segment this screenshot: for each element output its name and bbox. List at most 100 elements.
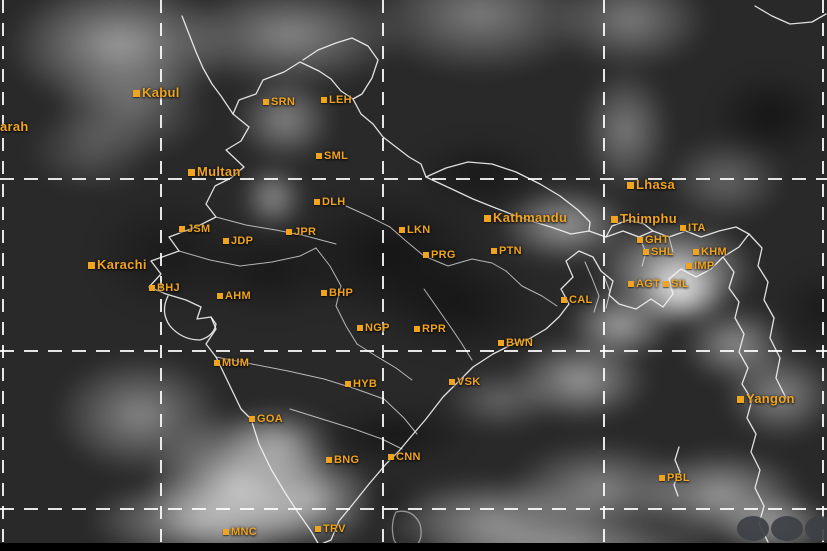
city-marker-icon [249, 416, 255, 422]
city-label-text: ITA [688, 222, 706, 234]
city-marker-icon [217, 293, 223, 299]
clear-sky-patch [250, 160, 530, 350]
city-label-text: GHT [645, 234, 670, 246]
dark-oval-marker [805, 516, 827, 541]
gridline-vertical [603, 0, 605, 551]
city-marker-icon [133, 90, 140, 97]
gridline-vertical [2, 0, 4, 551]
city-marker-icon [693, 249, 699, 255]
city-label-text: PBL [667, 472, 690, 484]
dark-oval-marker [737, 516, 769, 541]
gridline-vertical [382, 0, 384, 551]
city-marker-icon [628, 281, 634, 287]
city-label-text: DLH [322, 196, 346, 208]
city-marker-icon [188, 169, 195, 176]
city-marker-icon [484, 215, 491, 222]
city-label-vsk: VSK [449, 376, 481, 388]
city-marker-icon [399, 227, 405, 233]
city-label-karachi: Karachi [88, 257, 147, 272]
city-marker-icon [423, 252, 429, 258]
city-label-text: AHM [225, 290, 251, 302]
city-label-cnn: CNN [388, 451, 421, 463]
city-label-text: arah [0, 119, 29, 134]
city-marker-icon [659, 475, 665, 481]
city-label-text: AGT [636, 278, 661, 290]
city-label-sil: SIL [663, 278, 689, 290]
city-label-bwn: BWN [498, 337, 533, 349]
city-label-text: TRV [323, 523, 346, 535]
city-label-ahm: AHM [217, 290, 251, 302]
state-border [423, 288, 473, 361]
bhutan-border [605, 219, 654, 238]
city-label-ptn: PTN [491, 245, 522, 257]
city-marker-icon [88, 262, 95, 269]
city-label-text: LKN [407, 224, 431, 236]
city-marker-icon [491, 248, 497, 254]
city-label-text: JSM [187, 223, 211, 235]
city-label-text: Thimphu [620, 211, 677, 226]
city-label-text: GOA [257, 413, 283, 425]
cloud-patch [200, 390, 360, 500]
city-label-text: LEH [329, 94, 352, 106]
city-label-bhj: BHJ [149, 282, 180, 294]
city-label-rpr: RPR [414, 323, 446, 335]
city-marker-icon [414, 326, 420, 332]
clear-sky-patch [690, 55, 827, 175]
city-label-text: PRG [431, 249, 456, 261]
city-marker-icon [643, 249, 649, 255]
city-label-text: JDP [231, 235, 254, 247]
city-label-text: RPR [422, 323, 447, 335]
city-label-ngp: NGP [357, 322, 390, 334]
city-label-text: PTN [499, 245, 522, 257]
city-label-bng: BNG [326, 454, 359, 466]
city-label-text: KHM [701, 246, 727, 258]
city-marker-icon [663, 281, 669, 287]
saurashtra-coast [163, 295, 217, 341]
city-label-trv: TRV [315, 523, 346, 535]
gridline-horizontal [0, 178, 827, 180]
city-label-agt: AGT [628, 278, 660, 290]
city-label-kabul: Kabul [133, 85, 180, 100]
gridline-horizontal [0, 350, 827, 352]
cloud-patch [20, 40, 240, 180]
city-marker-icon [611, 216, 618, 223]
city-marker-icon [637, 237, 643, 243]
city-label-pbl: PBL [659, 472, 690, 484]
city-label-text: SIL [671, 278, 690, 290]
city-label-text: Multan [197, 164, 241, 179]
city-label-text: JPR [294, 226, 317, 238]
city-label-dlh: DLH [314, 196, 346, 208]
city-marker-icon [214, 360, 220, 366]
city-label-jpr: JPR [286, 226, 316, 238]
cloud-patch [420, 355, 580, 445]
city-label-hyb: HYB [345, 378, 377, 390]
city-label-text: CAL [569, 294, 593, 306]
city-marker-icon [357, 325, 363, 331]
state-border [505, 270, 558, 307]
city-marker-icon [686, 263, 692, 269]
city-label-text: VSK [457, 376, 481, 388]
city-label-lhasa: Lhasa [627, 177, 675, 192]
andaman-island [673, 446, 681, 497]
city-label-cal: CAL [561, 294, 593, 306]
city-label-text: Yangon [746, 391, 795, 406]
city-label-thimphu: Thimphu [611, 211, 677, 226]
city-label-text: SML [324, 150, 349, 162]
gridline-horizontal [0, 508, 827, 510]
kashmir-north-border [302, 37, 379, 100]
bottom-bar [0, 543, 827, 551]
city-label-text: Kathmandu [493, 210, 568, 225]
city-label-text: MNC [231, 526, 257, 538]
city-marker-icon [388, 454, 394, 460]
city-label-ita: ITA [680, 222, 706, 234]
city-label-multan: Multan [188, 164, 241, 179]
city-marker-icon [315, 526, 321, 532]
cloud-patch [480, 320, 680, 440]
city-marker-icon [321, 290, 327, 296]
city-marker-icon [345, 381, 351, 387]
city-marker-icon [737, 396, 744, 403]
gridline-vertical [160, 0, 162, 551]
